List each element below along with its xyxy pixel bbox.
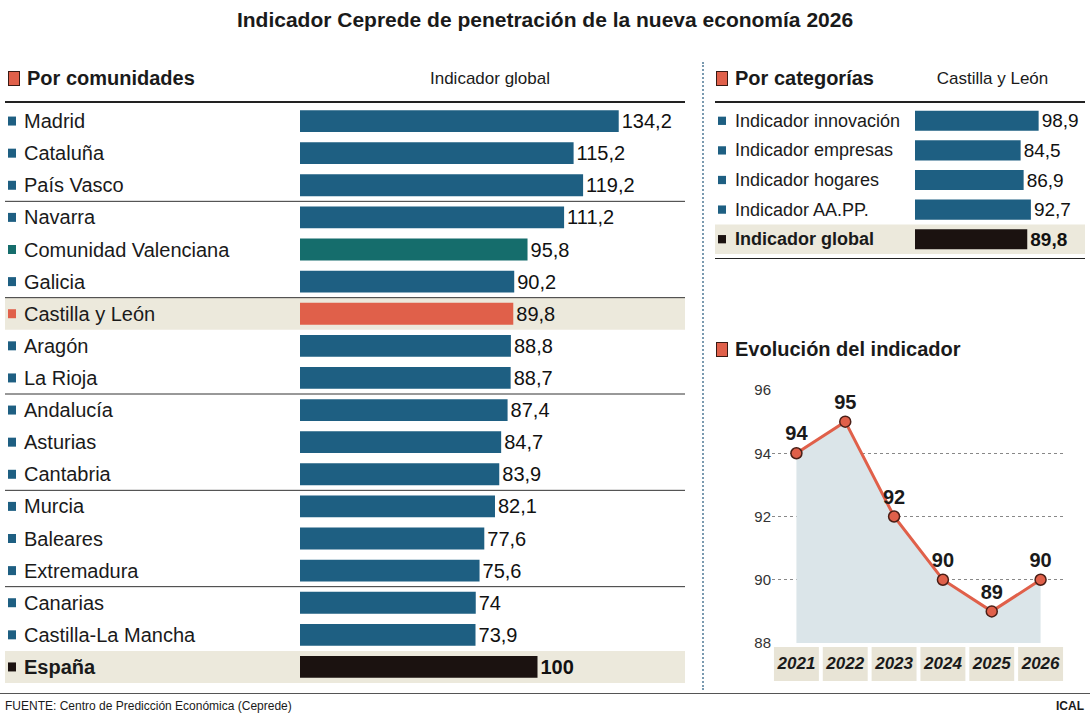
svg-text:90: 90 <box>1029 549 1051 571</box>
svg-text:111,2: 111,2 <box>567 206 614 228</box>
svg-text:134,2: 134,2 <box>622 110 672 132</box>
svg-text:Navarra: Navarra <box>24 206 96 228</box>
svg-text:84,5: 84,5 <box>1024 140 1061 161</box>
svg-text:Indicador global: Indicador global <box>735 229 874 249</box>
svg-text:90: 90 <box>932 549 954 571</box>
svg-text:88: 88 <box>754 634 771 651</box>
svg-text:77,6: 77,6 <box>487 528 526 550</box>
svg-text:94: 94 <box>754 445 771 462</box>
svg-text:Cataluña: Cataluña <box>24 142 105 164</box>
html-text:FUENTE: Centro de Predicción E: FUENTE: Centro de Predicción Económica (… <box>5 699 292 713</box>
svg-text:Murcia: Murcia <box>24 495 85 517</box>
svg-text:74: 74 <box>479 592 501 614</box>
svg-text:92,7: 92,7 <box>1034 199 1071 220</box>
svg-text:Aragón: Aragón <box>24 335 89 357</box>
svg-text:Cantabria: Cantabria <box>24 463 112 485</box>
svg-text:95,8: 95,8 <box>531 239 570 261</box>
svg-text:92: 92 <box>754 508 771 525</box>
svg-text:2025: 2025 <box>972 654 1011 673</box>
svg-text:Indicador innovación: Indicador innovación <box>735 111 900 131</box>
svg-text:83,9: 83,9 <box>502 463 541 485</box>
svg-text:115,2: 115,2 <box>577 142 626 164</box>
svg-text:98,9: 98,9 <box>1042 110 1079 131</box>
svg-text:2026: 2026 <box>1021 654 1060 673</box>
svg-text:Madrid: Madrid <box>24 110 85 132</box>
svg-text:Baleares: Baleares <box>24 528 103 550</box>
svg-text:Comunidad Valenciana: Comunidad Valenciana <box>24 239 230 261</box>
svg-text:Indicador AA.PP.: Indicador AA.PP. <box>735 200 869 220</box>
svg-text:2024: 2024 <box>923 654 962 673</box>
html-text:Indicador Ceprede de penetraci: Indicador Ceprede de penetración de la n… <box>236 8 854 31</box>
svg-text:Canarias: Canarias <box>24 592 104 614</box>
svg-text:Castilla-La Mancha: Castilla-La Mancha <box>24 624 196 646</box>
svg-text:España: España <box>24 656 96 678</box>
svg-text:119,2: 119,2 <box>586 174 635 196</box>
svg-text:82,1: 82,1 <box>498 495 537 517</box>
html-text:ICAL: ICAL <box>1056 699 1084 713</box>
svg-text:90,2: 90,2 <box>517 271 556 293</box>
html-text:Evolución del indicador: Evolución del indicador <box>735 338 961 360</box>
svg-text:73,9: 73,9 <box>479 624 518 646</box>
svg-text:Extremadura: Extremadura <box>24 560 139 582</box>
html-text:Por comunidades: Por comunidades <box>27 67 195 89</box>
svg-text:2023: 2023 <box>874 654 913 673</box>
svg-text:89,8: 89,8 <box>1030 229 1067 250</box>
svg-text:89,8: 89,8 <box>516 303 555 325</box>
svg-text:2021: 2021 <box>777 654 816 673</box>
html-text:Indicador global: Indicador global <box>430 69 550 88</box>
svg-text:Asturias: Asturias <box>24 431 96 453</box>
svg-text:100: 100 <box>541 656 574 678</box>
svg-text:86,9: 86,9 <box>1027 170 1064 191</box>
svg-text:75,6: 75,6 <box>483 560 522 582</box>
svg-text:89: 89 <box>981 581 1003 603</box>
svg-text:Andalucía: Andalucía <box>24 399 114 421</box>
svg-text:Galicia: Galicia <box>24 271 86 293</box>
svg-text:96: 96 <box>754 381 771 398</box>
svg-text:90: 90 <box>754 571 771 588</box>
svg-text:94: 94 <box>785 422 808 444</box>
svg-text:88,8: 88,8 <box>514 335 553 357</box>
svg-text:País Vasco: País Vasco <box>24 174 124 196</box>
html-text:Por categorías: Por categorías <box>735 67 874 89</box>
svg-text:88,7: 88,7 <box>514 367 553 389</box>
svg-text:Castilla y León: Castilla y León <box>24 303 155 325</box>
svg-text:La Rioja: La Rioja <box>24 367 98 389</box>
svg-text:2022: 2022 <box>825 654 864 673</box>
svg-text:87,4: 87,4 <box>511 399 550 421</box>
svg-text:92: 92 <box>883 486 905 508</box>
html-text:Castilla y León: Castilla y León <box>936 69 1049 88</box>
svg-text:84,7: 84,7 <box>504 431 543 453</box>
svg-text:95: 95 <box>834 391 856 413</box>
svg-text:Indicador hogares: Indicador hogares <box>735 170 879 190</box>
svg-text:Indicador empresas: Indicador empresas <box>735 140 893 160</box>
